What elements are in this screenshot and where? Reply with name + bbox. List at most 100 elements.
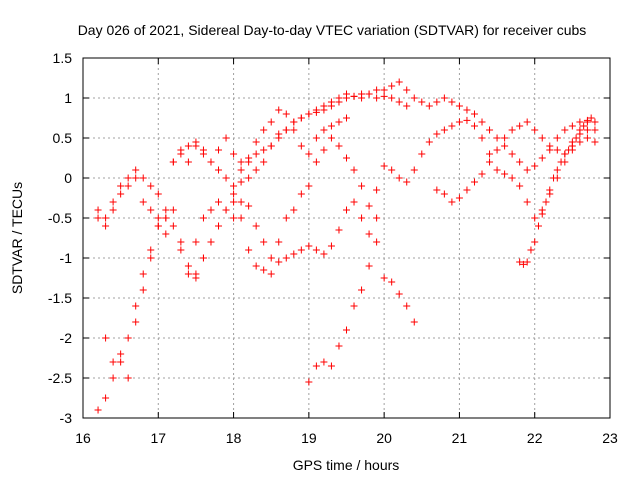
data-point	[335, 226, 343, 234]
data-point	[327, 102, 335, 110]
data-point	[343, 326, 350, 334]
data-point	[215, 166, 223, 174]
data-point	[312, 362, 320, 370]
data-point	[358, 90, 366, 98]
data-point	[245, 174, 253, 182]
data-point	[124, 334, 132, 342]
data-point	[267, 270, 275, 278]
data-point	[343, 94, 350, 102]
data-point	[395, 174, 403, 182]
data-point	[538, 134, 546, 142]
data-point	[418, 98, 426, 106]
y-tick-label: -1	[60, 250, 73, 266]
data-point	[508, 174, 516, 182]
data-point	[327, 122, 335, 130]
data-point	[501, 142, 509, 150]
data-point	[245, 202, 253, 210]
data-point	[305, 378, 313, 386]
data-point	[215, 222, 223, 230]
data-point	[305, 242, 313, 250]
data-point	[523, 118, 531, 126]
data-point	[237, 198, 245, 206]
data-point	[388, 166, 396, 174]
data-point	[312, 134, 320, 142]
data-point	[290, 206, 298, 214]
data-point	[448, 122, 456, 130]
data-point	[343, 114, 350, 122]
data-point	[154, 222, 162, 230]
data-point	[463, 186, 471, 194]
data-point	[245, 158, 253, 166]
y-tick-label: -3	[60, 410, 73, 426]
series-track-d	[94, 198, 418, 414]
data-point	[440, 94, 448, 102]
data-point	[162, 206, 170, 214]
data-point	[282, 110, 290, 118]
data-point	[561, 126, 569, 134]
data-point	[222, 174, 230, 182]
data-point	[576, 126, 584, 134]
data-point	[534, 222, 542, 230]
data-point	[486, 150, 494, 158]
data-point	[230, 182, 238, 190]
data-point	[252, 166, 260, 174]
data-point	[583, 134, 591, 142]
data-point	[275, 134, 283, 142]
data-point	[440, 126, 448, 134]
data-point	[350, 166, 358, 174]
data-point	[199, 150, 207, 158]
y-tick-label: 1	[64, 90, 72, 106]
data-point	[177, 238, 185, 246]
data-point	[327, 134, 335, 142]
data-point	[440, 190, 448, 198]
data-point	[380, 274, 388, 282]
y-tick-label: -1.5	[48, 290, 72, 306]
data-point	[553, 146, 561, 154]
data-point	[591, 118, 599, 126]
x-tick-label: 19	[301, 430, 317, 446]
data-point	[237, 178, 245, 186]
data-point	[365, 230, 373, 238]
data-point	[572, 134, 580, 142]
data-point	[350, 302, 358, 310]
data-point	[267, 142, 275, 150]
data-point	[388, 82, 396, 90]
data-point	[260, 146, 268, 154]
data-point	[523, 198, 531, 206]
data-point	[139, 270, 147, 278]
data-point	[260, 126, 268, 134]
data-point	[373, 214, 381, 222]
data-point	[230, 198, 238, 206]
data-point	[297, 190, 305, 198]
data-point	[516, 158, 524, 166]
data-point	[373, 186, 381, 194]
data-point	[553, 166, 561, 174]
data-point	[139, 286, 147, 294]
data-point	[184, 158, 192, 166]
series-track-g	[433, 118, 599, 206]
data-point	[327, 362, 335, 370]
data-point	[493, 134, 501, 142]
data-point	[94, 214, 102, 222]
data-point	[199, 214, 207, 222]
data-point	[320, 358, 328, 366]
x-tick-label: 16	[75, 430, 91, 446]
data-point	[343, 206, 350, 214]
series-track-c	[102, 106, 350, 382]
data-point	[169, 222, 177, 230]
data-point	[516, 258, 524, 266]
data-point	[576, 118, 584, 126]
data-point	[380, 162, 388, 170]
data-point	[410, 318, 418, 326]
data-point	[290, 250, 298, 258]
data-point	[410, 94, 418, 102]
y-tick-label: -0.5	[48, 210, 72, 226]
data-point	[486, 126, 494, 134]
y-tick-label: 0.5	[53, 130, 73, 146]
data-point	[358, 286, 366, 294]
data-point	[94, 206, 102, 214]
data-point	[252, 138, 260, 146]
data-point	[124, 374, 132, 382]
data-point	[358, 214, 366, 222]
data-point	[230, 214, 238, 222]
